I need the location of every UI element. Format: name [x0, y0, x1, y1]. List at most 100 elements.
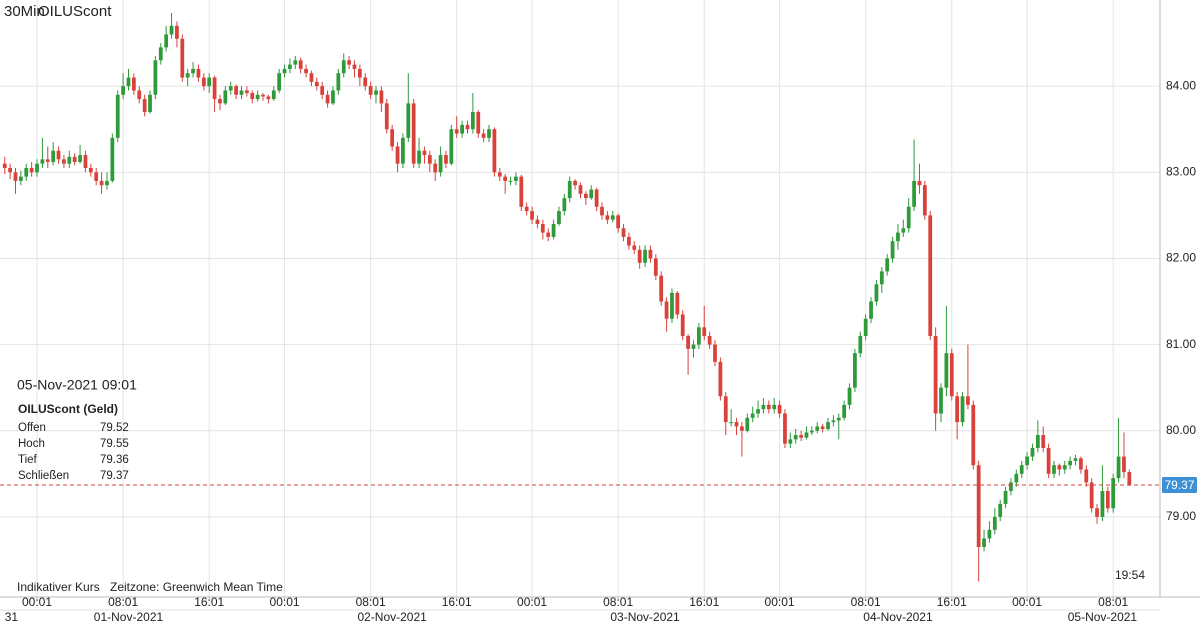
candle-body	[374, 90, 378, 95]
candle-body	[121, 86, 125, 95]
date-label: 04-Nov-2021	[863, 610, 933, 624]
candle-body	[255, 94, 260, 100]
candle-body	[137, 90, 142, 100]
candle-body	[105, 180, 109, 186]
candle-body	[325, 94, 330, 104]
candle-body	[438, 155, 443, 173]
info-box: 05-Nov-2021 09:01 OILUScont (Geld) Offen…	[17, 377, 137, 482]
candle-body	[557, 211, 561, 224]
candle-body	[707, 335, 712, 345]
candle-body	[449, 129, 454, 164]
candle-body	[320, 86, 325, 95]
candle-body	[702, 327, 707, 336]
candle-body	[869, 301, 873, 319]
candle-body	[126, 77, 131, 87]
candle-body	[632, 245, 637, 250]
candle-body	[94, 172, 99, 181]
candle-body	[519, 176, 524, 207]
candle-body	[266, 96, 271, 100]
candle-body	[691, 344, 696, 349]
candle-body	[966, 396, 970, 405]
candle-body	[740, 426, 744, 431]
candle-body	[863, 318, 868, 336]
candle-body	[363, 77, 368, 87]
candle-body	[314, 81, 319, 87]
candle-body	[793, 435, 798, 440]
candle-body	[766, 404, 771, 410]
candle-body	[56, 150, 61, 160]
candle-body	[664, 301, 669, 319]
candle-body	[13, 172, 18, 181]
candle-body	[686, 335, 690, 349]
candle-body	[696, 327, 701, 345]
candle-body	[831, 420, 836, 423]
candle-body	[88, 167, 93, 173]
candle-body	[885, 258, 890, 272]
candle-body	[18, 176, 23, 181]
candle-body	[304, 68, 308, 74]
candle-body	[492, 129, 497, 173]
candle-body	[401, 137, 405, 164]
candle-body	[637, 249, 642, 263]
candle-body	[250, 93, 255, 100]
candle-body	[960, 396, 965, 423]
info-value: 79.55	[100, 438, 129, 450]
info-label: Tief	[18, 454, 38, 466]
candle-body	[680, 314, 685, 336]
candle-body	[809, 430, 814, 433]
candle-body	[616, 215, 621, 229]
candle-body	[223, 90, 228, 104]
candle-body	[1089, 482, 1094, 509]
candle-body	[83, 155, 88, 168]
candle-body	[1041, 435, 1046, 448]
candle-body	[1062, 465, 1067, 470]
candle-body	[67, 156, 72, 164]
candle-body	[357, 68, 362, 78]
chart-title: 30Min	[4, 3, 45, 20]
candle-body	[1046, 447, 1051, 474]
candle-body	[1035, 435, 1040, 448]
candle-body	[783, 413, 787, 444]
grid	[0, 0, 1160, 597]
candle-body	[62, 159, 66, 164]
candle-body	[51, 150, 56, 162]
x-tick-label: 00:01	[765, 595, 795, 609]
candle-body	[239, 90, 244, 95]
candle-body	[175, 25, 179, 39]
candle-body	[858, 335, 863, 354]
candle-body	[271, 90, 276, 100]
candle-body	[761, 404, 766, 410]
y-tick-label: 82.00	[1166, 251, 1196, 265]
footer-note: Indikativer Kurs	[17, 580, 100, 594]
candle-body	[514, 176, 518, 181]
candle-body	[718, 361, 723, 397]
timestamp: 19:54	[1115, 568, 1145, 582]
x-tick-label: 00:01	[517, 595, 547, 609]
x-tick-label: 16:01	[442, 595, 472, 609]
candle-body	[1057, 465, 1062, 470]
candle-body	[465, 124, 470, 130]
candle-body	[277, 73, 282, 91]
candle-body	[131, 77, 136, 91]
candle-body	[1025, 456, 1029, 466]
last-price-label: 79.37	[1164, 478, 1194, 492]
candle-body	[390, 129, 395, 147]
candle-body	[879, 271, 884, 285]
candle-body	[148, 94, 152, 112]
candle-body	[201, 77, 206, 87]
date-label: 01-Nov-2021	[94, 610, 164, 624]
candle-body	[368, 86, 373, 95]
candle-body	[169, 25, 174, 35]
candle-body	[261, 94, 265, 97]
candle-body	[944, 353, 949, 388]
candle-body	[896, 232, 900, 242]
candle-body	[605, 215, 610, 220]
candle-body	[347, 60, 351, 65]
info-label: Schließen	[18, 470, 69, 482]
candle-body	[971, 404, 976, 466]
candle-body	[164, 34, 169, 48]
x-tick-label: 00:01	[270, 595, 300, 609]
candle-body	[1068, 460, 1073, 466]
